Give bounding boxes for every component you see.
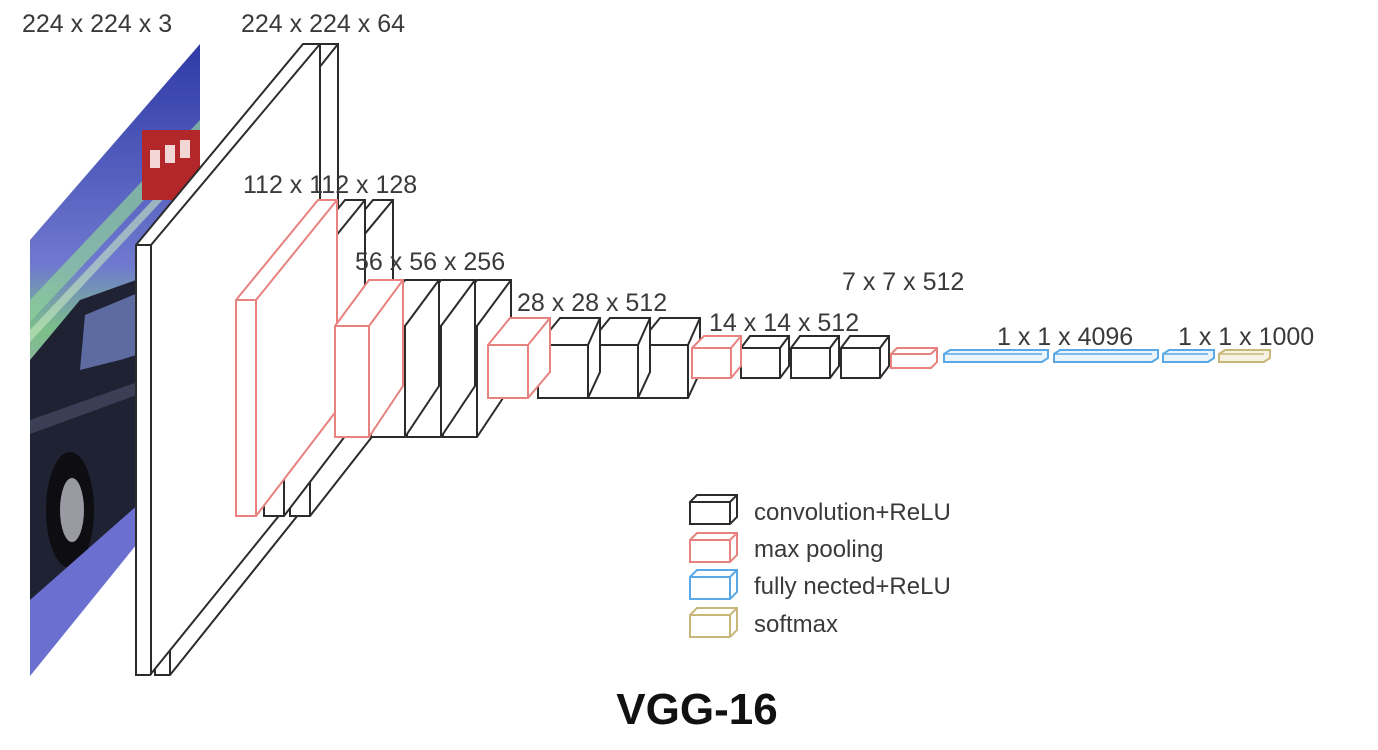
legend-item-softmax: softmax	[689, 607, 838, 638]
dim-label-pool5: 7 x 7 x 512	[842, 268, 964, 296]
pool2-block	[334, 279, 404, 438]
dim-label-conv2: 112 x 112 x 128	[243, 171, 417, 199]
legend-label-pool: max pooling	[754, 536, 883, 563]
legend-item-conv: convolution+ReLU	[689, 494, 951, 526]
conv5-cube-3	[840, 335, 890, 379]
legend-label-conv: convolution+ReLU	[754, 499, 951, 526]
pool3-block	[487, 317, 551, 399]
legend: convolution+ReLU max pooling fully necte…	[689, 494, 951, 638]
diagram-title: VGG-16	[616, 685, 777, 734]
softmax-block	[1218, 349, 1271, 363]
fc3-block	[1162, 349, 1215, 363]
pool4-block	[691, 335, 742, 379]
fc2-block	[1053, 349, 1159, 363]
dim-label-conv4: 28 x 28 x 512	[517, 289, 667, 317]
legend-item-fc: fully nected+ReLU	[689, 569, 951, 600]
fc1-block	[943, 349, 1049, 363]
dim-label-conv1: 224 x 224 x 64	[241, 10, 405, 38]
conv4-blocks	[487, 317, 701, 399]
legend-item-pool: max pooling	[689, 532, 883, 563]
fc-blocks	[943, 349, 1215, 363]
conv4-cube-1	[537, 317, 601, 399]
dim-label-conv5: 14 x 14 x 512	[709, 309, 859, 337]
dim-label-fc: 1 x 1 x 4096	[997, 323, 1133, 351]
conv5-cube-1	[740, 335, 790, 379]
pool5-block	[890, 347, 938, 369]
dim-label-out: 1 x 1 x 1000	[1178, 323, 1314, 351]
legend-label-softmax: softmax	[754, 611, 838, 638]
dim-label-conv3: 56 x 56 x 256	[355, 248, 505, 276]
conv3-blocks	[334, 279, 512, 438]
dim-label-input: 224 x 224 x 3	[22, 10, 172, 38]
conv5-cube-2	[790, 335, 840, 379]
legend-label-fc: fully nected+ReLU	[754, 573, 951, 600]
conv5-blocks	[691, 335, 890, 379]
